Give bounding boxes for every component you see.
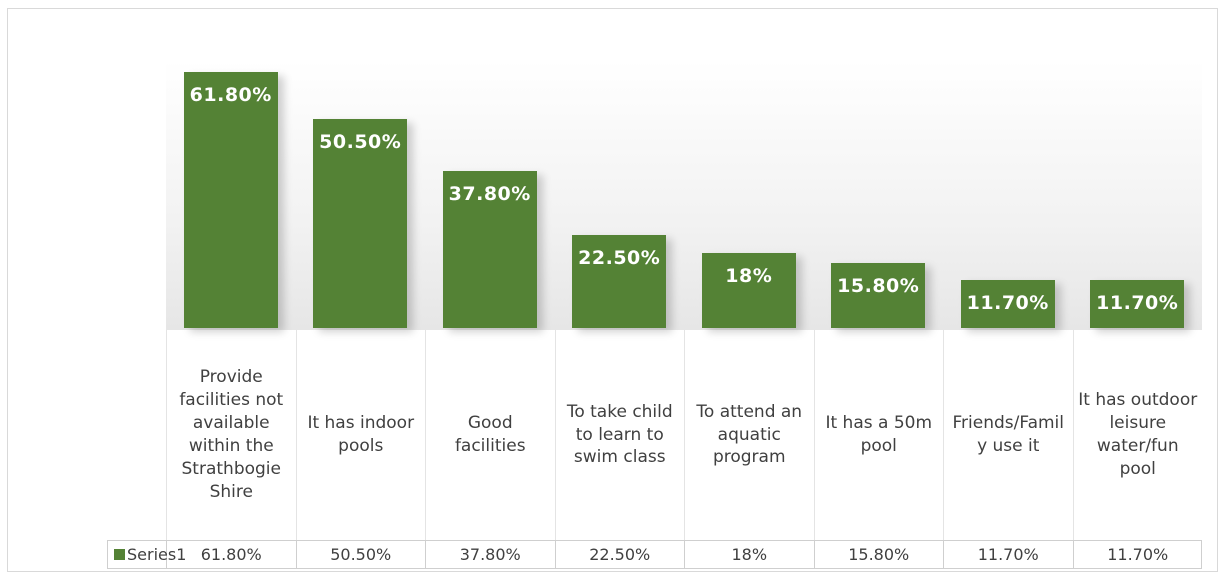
category-label: Good facilities bbox=[425, 330, 555, 540]
legend-swatch bbox=[114, 549, 125, 560]
data-label: 37.80% bbox=[448, 183, 531, 206]
table-cell: 50.50% bbox=[295, 540, 426, 569]
data-label: 18% bbox=[725, 265, 773, 288]
data-label: 61.80% bbox=[189, 84, 272, 106]
bar bbox=[960, 279, 1055, 328]
category-label: Provide facilities not available within … bbox=[166, 330, 296, 540]
data-label: 11.70% bbox=[1096, 291, 1179, 314]
data-label: 50.50% bbox=[319, 130, 402, 153]
category-label: Friends/Family use it bbox=[943, 330, 1073, 540]
bar bbox=[701, 253, 796, 328]
category-label: To take child to learn to swim class bbox=[554, 330, 685, 540]
data-label: 22.50% bbox=[578, 246, 661, 269]
data-label: 11.70% bbox=[966, 291, 1049, 314]
table-cell: 18% bbox=[684, 540, 814, 569]
bar bbox=[183, 72, 278, 328]
legend-label: Series1 bbox=[127, 545, 187, 564]
data-label: 15.80% bbox=[837, 274, 920, 297]
table-cell: 15.80% bbox=[813, 540, 944, 569]
table-cell: 11.70% bbox=[943, 540, 1073, 569]
category-label: It has a 50m pool bbox=[813, 330, 944, 540]
table-cell: 22.50% bbox=[554, 540, 685, 569]
chart-border bbox=[7, 8, 1218, 572]
category-label: To attend an aquatic program bbox=[684, 330, 814, 540]
category-label: It has indoor pools bbox=[295, 330, 426, 540]
bar bbox=[313, 118, 408, 328]
table-cell: 37.80% bbox=[425, 540, 555, 569]
table-row bbox=[107, 540, 1202, 569]
bar bbox=[442, 171, 537, 328]
bar bbox=[572, 234, 667, 328]
table-cell: 61.80% bbox=[166, 540, 296, 569]
bar bbox=[831, 262, 926, 328]
bar bbox=[1090, 279, 1185, 328]
category-label: It has outdoor leisure water/fun pool bbox=[1072, 330, 1203, 540]
table-cell: 11.70% bbox=[1072, 540, 1203, 569]
